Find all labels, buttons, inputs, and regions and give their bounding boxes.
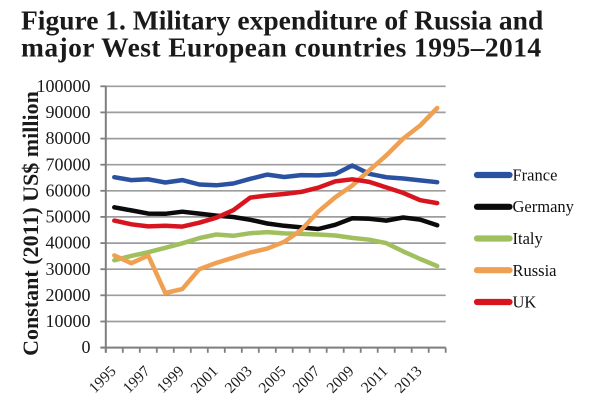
svg-text:UK: UK <box>513 293 537 312</box>
svg-text:80000: 80000 <box>46 128 91 148</box>
svg-text:France: France <box>513 166 558 185</box>
svg-text:20000: 20000 <box>46 285 91 305</box>
svg-text:Italy: Italy <box>513 229 544 248</box>
svg-text:90000: 90000 <box>46 102 91 122</box>
svg-text:40000: 40000 <box>46 233 91 253</box>
svg-text:30000: 30000 <box>46 259 91 279</box>
svg-text:Figure 1. Military expenditure: Figure 1. Military expenditure of Russia… <box>21 4 543 35</box>
svg-text:major West European countries: major West European countries 1995–2014 <box>21 31 542 62</box>
svg-text:10000: 10000 <box>46 311 91 331</box>
svg-text:0: 0 <box>82 337 91 357</box>
svg-text:70000: 70000 <box>46 154 91 174</box>
svg-text:Russia: Russia <box>513 261 558 280</box>
svg-text:Germany: Germany <box>513 197 575 216</box>
svg-text:Constant (2011) US$ million: Constant (2011) US$ million <box>18 91 43 356</box>
svg-text:100000: 100000 <box>37 76 91 96</box>
svg-text:60000: 60000 <box>46 180 91 200</box>
svg-text:50000: 50000 <box>46 207 91 227</box>
